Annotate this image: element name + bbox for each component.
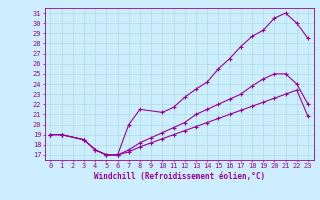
X-axis label: Windchill (Refroidissement éolien,°C): Windchill (Refroidissement éolien,°C) (94, 172, 265, 181)
